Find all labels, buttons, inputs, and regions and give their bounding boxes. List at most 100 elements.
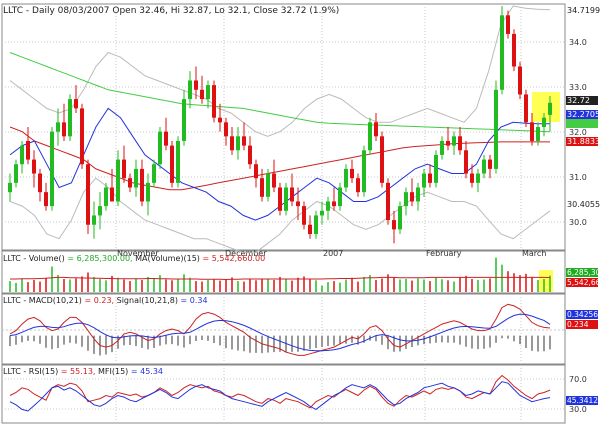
candle-body <box>374 122 378 137</box>
candle-body <box>428 173 432 183</box>
candle-body <box>386 182 390 221</box>
candle-body <box>500 15 504 90</box>
candle <box>422 168 426 197</box>
candle-body <box>236 136 240 151</box>
candle-body <box>416 187 420 202</box>
price-xtick: February <box>426 249 462 258</box>
candle-body <box>368 122 372 151</box>
price-panel-frame <box>1 3 566 251</box>
candle <box>110 168 114 202</box>
candle-body <box>8 182 12 193</box>
candle <box>356 173 360 197</box>
price-ytick: 34.0 <box>569 38 587 47</box>
sma-long-tag-bg <box>566 119 598 128</box>
candle <box>314 210 318 239</box>
candle <box>14 159 18 188</box>
volume-legend: LLTC - Volume() = 6,285,300.00, MA(Volum… <box>3 254 265 263</box>
candle-body <box>266 173 270 197</box>
candle <box>374 113 378 141</box>
candle-body <box>536 127 540 141</box>
candle <box>248 136 252 169</box>
candle <box>470 164 474 188</box>
candle <box>506 10 510 39</box>
rsi-panel-frame <box>1 364 566 424</box>
candle <box>68 94 72 141</box>
candle <box>410 178 414 207</box>
candle-body <box>512 33 516 67</box>
candle-body <box>242 136 246 146</box>
mfi-line <box>9 381 551 412</box>
candle-body <box>548 102 552 115</box>
candle-body <box>200 89 204 100</box>
candle-body <box>452 136 456 146</box>
price-ytick: 31.0 <box>569 173 587 182</box>
candle-body <box>458 136 462 151</box>
candle <box>476 168 480 193</box>
price-xtick: December <box>225 249 267 258</box>
macd-legend-value: = 0.23, <box>84 296 114 305</box>
candle <box>26 127 30 165</box>
candle-body <box>506 15 510 34</box>
candle-body <box>494 89 498 169</box>
candle <box>224 117 228 146</box>
candle <box>524 89 528 127</box>
candle-body <box>524 94 528 123</box>
candle <box>122 145 126 183</box>
candle-body <box>128 178 132 188</box>
close-price-tag: 32.72 <box>567 96 590 105</box>
macd-panel-frame <box>1 293 566 365</box>
candle <box>38 168 42 202</box>
candle <box>458 127 462 155</box>
macd-legend-name: LLTC - MACD(10,21) <box>3 296 82 305</box>
bb-upper-value-tag: 34.7199 <box>567 6 600 15</box>
candle <box>146 173 150 216</box>
candle-body <box>194 80 198 90</box>
candle <box>92 201 96 239</box>
candle <box>494 80 498 174</box>
candle <box>56 108 60 146</box>
candle-body <box>284 187 288 211</box>
mfi-legend-value: = 45.34 <box>131 367 163 376</box>
candle-body <box>110 187 114 202</box>
price-xtick: November <box>117 249 159 258</box>
candle-body <box>254 164 258 179</box>
candle <box>308 215 312 239</box>
candle-body <box>470 173 474 183</box>
candle <box>464 140 468 179</box>
candle-body <box>38 173 42 193</box>
candle-body <box>44 192 48 207</box>
candle-body <box>116 159 120 202</box>
candle <box>50 127 54 211</box>
volume-legend-value: = 6,285,300.00, <box>67 254 132 263</box>
candle-body <box>170 145 174 183</box>
volume-legend-name: LLTC - Volume() <box>3 254 65 263</box>
candle-body <box>440 140 444 155</box>
candle-body <box>206 85 210 100</box>
volume-highlight-box <box>539 270 553 292</box>
candle <box>164 117 168 151</box>
candle <box>404 187 408 216</box>
candle <box>86 159 90 235</box>
candle-body <box>50 131 54 207</box>
candle-body <box>32 159 36 174</box>
candle-body <box>152 164 156 183</box>
volume-tag-bg <box>566 268 598 277</box>
macd-line <box>9 303 551 356</box>
candle-body <box>188 80 192 100</box>
candle-body <box>248 145 252 165</box>
candle <box>230 127 234 155</box>
candle-body <box>14 164 18 183</box>
price-ytick: 33.0 <box>569 83 587 92</box>
candle-body <box>164 131 168 146</box>
candle-body <box>296 201 300 207</box>
mfi-tag: 45.3412 <box>567 396 598 405</box>
candle <box>260 168 264 202</box>
candle-body <box>422 173 426 188</box>
candle-body <box>272 173 276 188</box>
candle-body <box>410 192 414 202</box>
mfi-legend-name: MFI(15) <box>98 367 128 376</box>
candle-body <box>338 187 342 207</box>
bollinger-bands <box>9 5 551 254</box>
candle-body <box>542 117 546 127</box>
